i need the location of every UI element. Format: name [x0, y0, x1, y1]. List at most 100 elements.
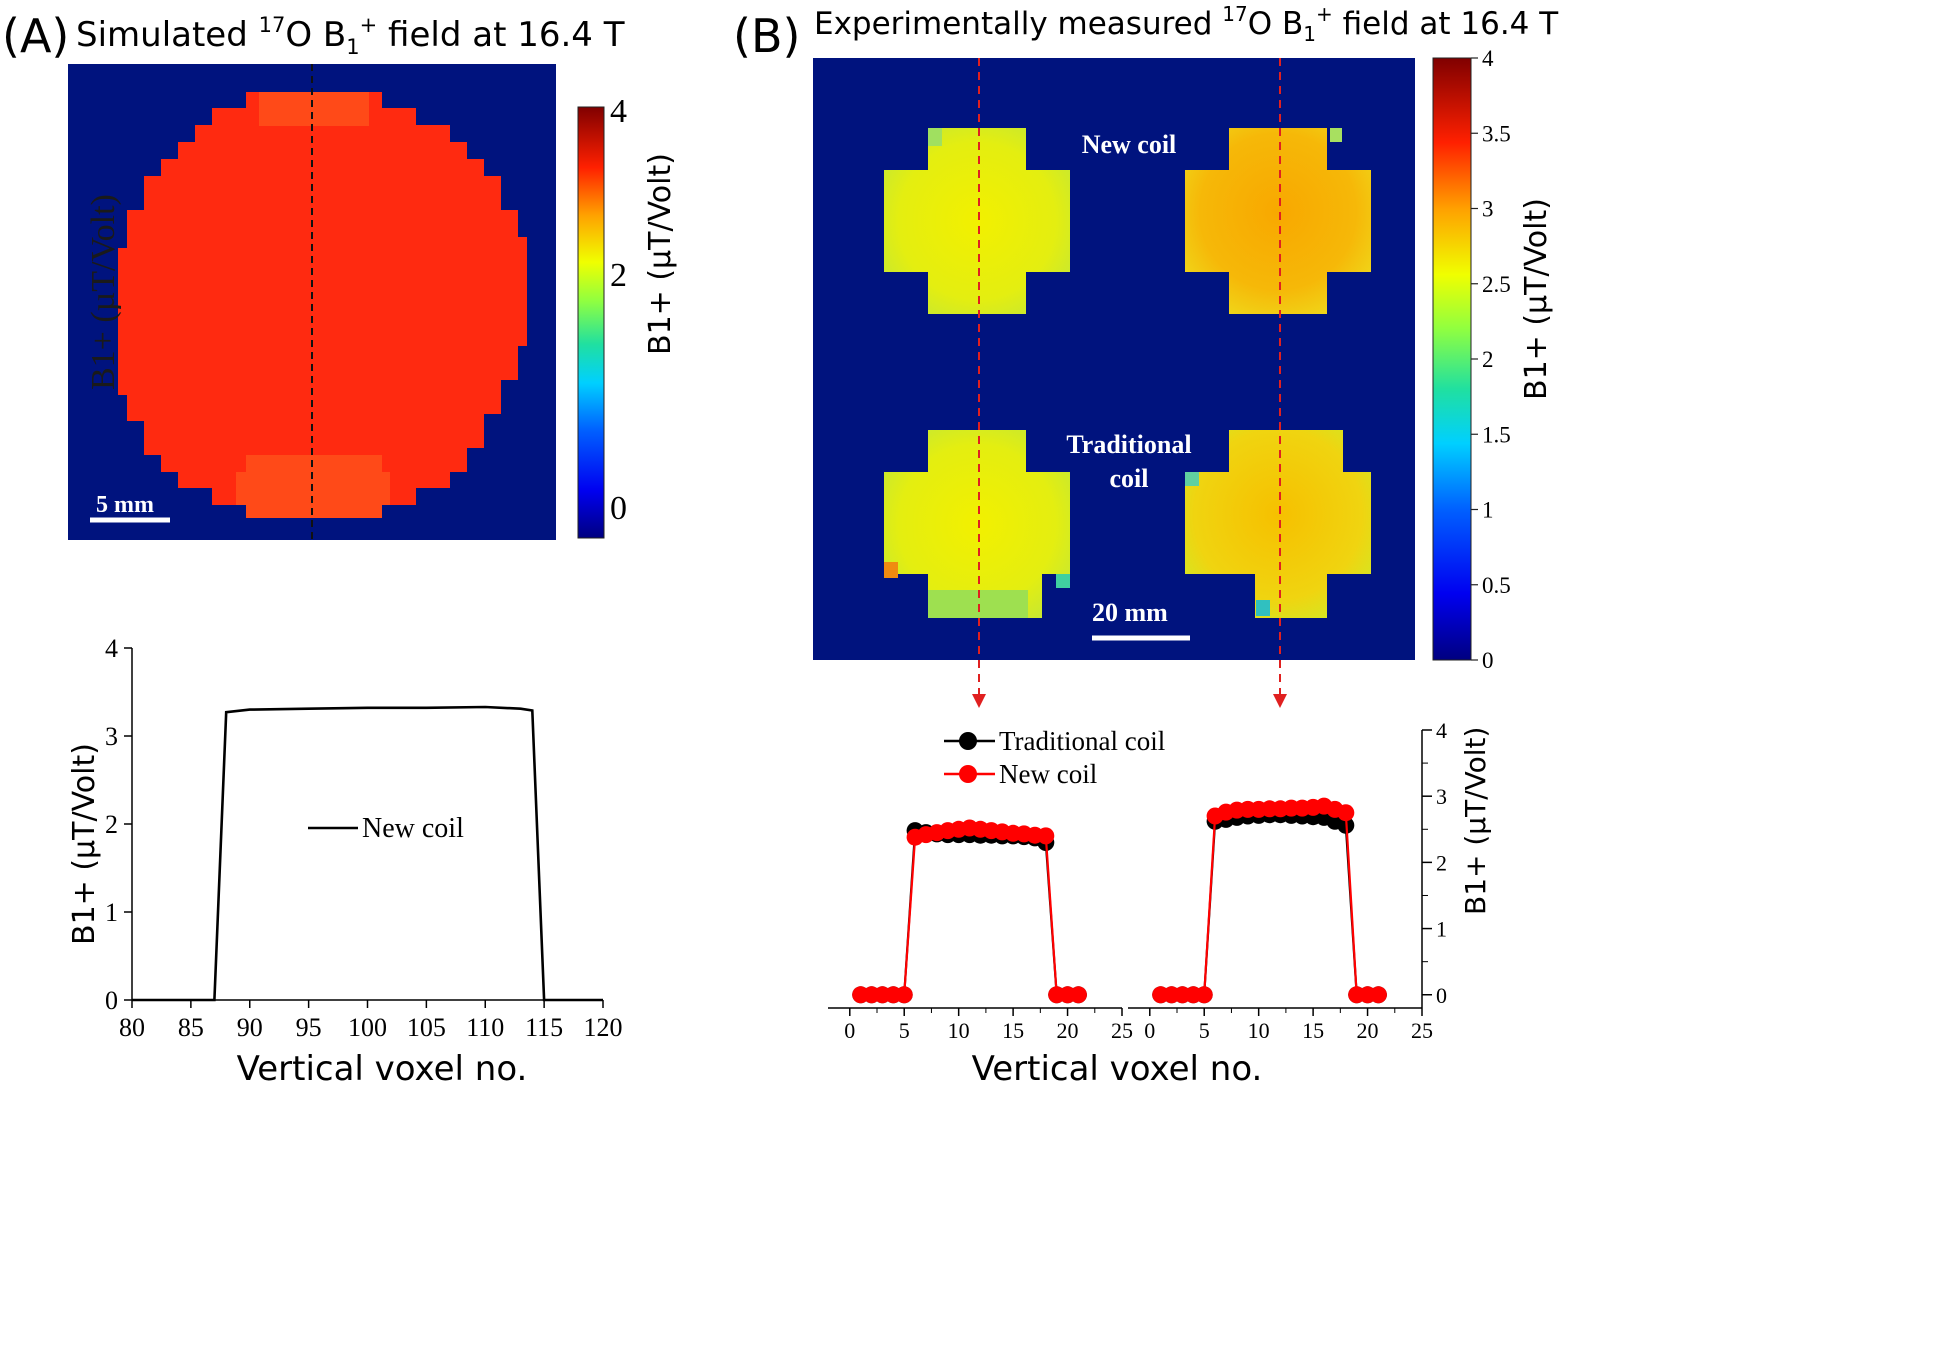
panel-b-title-post: field at 16.4 T: [1333, 6, 1559, 42]
phantom-new-coil-traditional-side: [884, 128, 1070, 314]
chart-b-ytick-label: 0: [1436, 983, 1447, 1008]
panel-b-colorbar-tick: 2.5: [1482, 272, 1511, 297]
series-new-coil-line: [132, 705, 603, 1002]
panel-b-colorbar-tick: 1.5: [1482, 422, 1511, 447]
chart-b-xtick-label: 20: [1057, 1018, 1079, 1043]
chart-a-xtick-label: 120: [584, 1013, 623, 1042]
chart-b-xtick-label: 15: [1302, 1018, 1324, 1043]
chart-a-xtick-label: 80: [119, 1013, 145, 1042]
panel-a-title-sub1: 1: [346, 35, 359, 59]
chart-a-xtick-label: 95: [296, 1013, 322, 1042]
panel-b-scale-bar-label: 20 mm: [1092, 598, 1168, 627]
series-new-coil-point: [1195, 986, 1213, 1004]
chart-b-series: [852, 797, 1387, 1004]
panel-b-colorbar-tick: 0: [1482, 648, 1494, 673]
series-new-coil-point: [1369, 986, 1387, 1004]
chart-a-ytick-label: 0: [105, 986, 118, 1015]
chart-b-xtick-label: 5: [899, 1018, 910, 1043]
panel-b-colorbar-tick: 0.5: [1482, 573, 1511, 598]
panel-a-ghost-axis-label: B1+ (µT/Volt): [85, 194, 122, 390]
pixel-accent: [1056, 574, 1070, 588]
chart-b-xtick-label: 15: [1002, 1018, 1024, 1043]
panel-a-title-pre: Simulated: [76, 15, 259, 55]
panel-b-colorbar-tick: 3: [1482, 197, 1494, 222]
pixel-accent: [1185, 472, 1199, 486]
simulated-b1-disk: [118, 92, 527, 518]
legend-new-coil-label: New coil: [362, 813, 464, 844]
chart-b-xlabel: Vertical voxel no.: [972, 1049, 1263, 1089]
panel-a-scale-bar-label: 5 mm: [96, 492, 154, 518]
chart-b-xtick-label: 25: [1411, 1018, 1433, 1043]
panel-b-colorbar-label: B1+ (µT/Volt): [1519, 198, 1554, 400]
pixel-accent: [1330, 128, 1342, 142]
series-traditional-line-right: [1160, 813, 1379, 996]
chart-b-xtick-label: 0: [1144, 1018, 1155, 1043]
panel-a-field-map: 5 mm B1+ (µT/Volt): [68, 64, 556, 540]
chart-b-xtick-label: 20: [1357, 1018, 1379, 1043]
panel-b-colorbar-tick: 3.5: [1482, 121, 1511, 146]
chart-b-xtick-label: 5: [1199, 1018, 1210, 1043]
series-traditional-line-left: [860, 829, 1079, 996]
chart-b-xtick-label: 0: [844, 1018, 855, 1043]
panel-b-colorbar: 4 3.5 3 2.5 2 1.5 1 0.5 0 B1+ (µT/Volt): [1432, 46, 1554, 673]
chart-a-xtick-label: 115: [525, 1013, 563, 1042]
panel-b-colorbar-tick: 1: [1482, 498, 1494, 523]
chart-b-ytick-label: 2: [1436, 850, 1447, 875]
panel-b-letter: (B): [733, 9, 800, 63]
label-traditional-coil: coil: [1110, 464, 1149, 493]
panel-a-colorbar-label: B1+ (µT/Volt): [643, 153, 678, 355]
chart-b-xtick-label: 25: [1111, 1018, 1133, 1043]
panel-b-title-supplus: +: [1316, 2, 1333, 26]
panel-b-field-map: New coil Traditional coil 20 mm: [813, 58, 1415, 708]
chart-b-xtick-label: 10: [948, 1018, 970, 1043]
chart-b-ylabel: B1+ (µT/Volt): [1459, 727, 1492, 915]
panel-a-letter: (A): [2, 9, 69, 63]
chart-a-xtick-label: 90: [237, 1013, 263, 1042]
panel-b-title-mid: O B: [1248, 6, 1304, 42]
legend-new-coil-marker-b: [959, 765, 977, 783]
chart-a-ticks: 80 85 90 95 100 105 110 115 120 0 1 2 3 4: [105, 634, 623, 1042]
phantom-traditional-coil-left: [884, 430, 1070, 618]
label-new-coil: New coil: [1082, 130, 1177, 159]
panel-a-colorbar-tick: 4: [610, 93, 627, 130]
chart-b-xtick-label: 10: [1248, 1018, 1270, 1043]
chart-b-ytick-label: 3: [1436, 784, 1447, 809]
panel-a-title: Simulated 17O B1+ field at 16.4 T: [76, 13, 625, 59]
phantom-traditional-coil-right: [1185, 430, 1371, 618]
panel-a-title-supplus: +: [360, 13, 378, 37]
panel-a-profile-chart: 80 85 90 95 100 105 110 115 120 0 1 2 3 4 New coil Ve…: [67, 634, 623, 1089]
legend-traditional-label: Traditional coil: [999, 726, 1165, 756]
pixel-accent: [1256, 600, 1270, 616]
panel-b-title-sup17: 17: [1222, 2, 1247, 26]
chart-a-xtick-label: 85: [178, 1013, 204, 1042]
profile-arrow-right-head: [1273, 694, 1287, 708]
chart-a-ytick-label: 2: [105, 810, 118, 839]
chart-a-ylabel: B1+ (µT/Volt): [67, 743, 102, 945]
panel-a-colorbar: 4 2 0 B1+ (µT/Volt): [577, 93, 678, 539]
pixel-accent: [928, 128, 942, 146]
panel-b-title: Experimentally measured 17O B1+ field at…: [814, 2, 1559, 46]
panel-b-colorbar-tick: 4: [1482, 46, 1494, 71]
chart-a-ytick-label: 1: [105, 898, 118, 927]
legend-new-coil-label-b: New coil: [999, 759, 1097, 789]
series-new-coil-point: [1037, 827, 1055, 845]
panel-b-colorbar-ticks: 4 3.5 3 2.5 2 1.5 1 0.5 0: [1471, 46, 1511, 673]
panel-b-title-pre: Experimentally measured: [814, 6, 1222, 42]
panel-b-title-sub1: 1: [1303, 22, 1316, 46]
chart-a-xtick-label: 105: [407, 1013, 446, 1042]
panel-a-title-mid: O B: [285, 15, 346, 55]
chart-a-ytick-label: 3: [105, 722, 118, 751]
series-new-coil-point: [895, 986, 913, 1004]
panel-a-colorbar-tick: 0: [610, 490, 627, 527]
phantom-new-coil-new-side: [1185, 128, 1371, 314]
chart-a-xlabel: Vertical voxel no.: [237, 1049, 528, 1089]
chart-a-xtick-label: 110: [466, 1013, 504, 1042]
legend-traditional-marker: [959, 732, 977, 750]
disk-top-highlight: [259, 92, 369, 126]
chart-b-ytick-label: 1: [1436, 917, 1447, 942]
panel-b-colorbar-tick: 2: [1482, 347, 1494, 372]
series-new-coil-point: [1069, 986, 1087, 1004]
